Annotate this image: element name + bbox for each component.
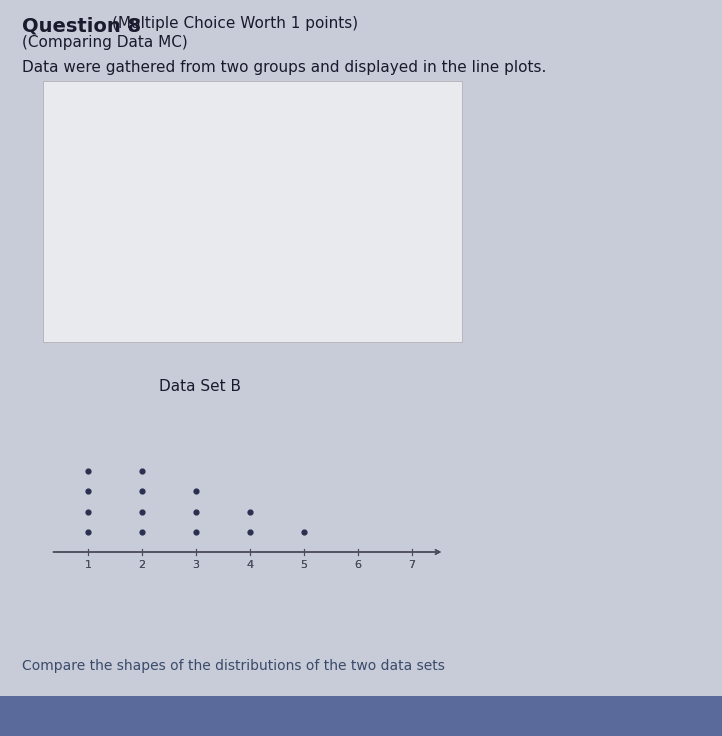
Point [136, 506, 148, 517]
Point [244, 252, 256, 264]
Point [298, 230, 310, 241]
Point [82, 465, 94, 477]
Text: 1: 1 [84, 560, 92, 570]
Text: 3: 3 [193, 560, 199, 570]
Text: 1: 1 [84, 312, 92, 322]
Text: 7: 7 [408, 560, 415, 570]
Point [136, 486, 148, 498]
Text: Data were gathered from two groups and displayed in the line plots.: Data were gathered from two groups and d… [22, 60, 546, 75]
Point [136, 275, 148, 286]
Point [136, 465, 148, 477]
Text: 1: 1 [84, 560, 92, 570]
Point [244, 275, 256, 286]
Text: 2: 2 [139, 560, 146, 570]
Point [136, 526, 148, 537]
Text: 3: 3 [193, 311, 199, 320]
Text: (Comparing Data MC): (Comparing Data MC) [22, 35, 188, 50]
Text: 3: 3 [193, 560, 199, 570]
Point [136, 252, 148, 264]
Point [244, 506, 256, 517]
Text: Compare the shapes of the distributions of the two data sets: Compare the shapes of the distributions … [22, 659, 445, 673]
Text: 4: 4 [246, 560, 253, 570]
Text: 7: 7 [408, 311, 415, 320]
Text: 3: 3 [193, 312, 199, 322]
Point [191, 252, 202, 264]
Point [191, 275, 202, 286]
Text: 1: 1 [84, 311, 92, 320]
Text: 4: 4 [246, 560, 253, 570]
Text: 2: 2 [139, 312, 146, 322]
Text: 6: 6 [355, 311, 361, 320]
Text: 4: 4 [246, 312, 253, 322]
Text: Data Set A: Data Set A [204, 119, 296, 134]
Point [191, 526, 202, 537]
Point [82, 486, 94, 498]
Point [298, 526, 310, 537]
Text: 5: 5 [300, 312, 308, 322]
Point [244, 230, 256, 241]
Text: 2: 2 [139, 311, 146, 320]
Point [191, 230, 202, 241]
Point [82, 506, 94, 517]
Point [352, 275, 364, 286]
Point [352, 252, 364, 264]
Text: Data Set B: Data Set B [159, 379, 241, 394]
Text: 5: 5 [300, 560, 308, 570]
Text: 6: 6 [355, 560, 361, 570]
Text: (Multiple Choice Worth 1 points): (Multiple Choice Worth 1 points) [112, 16, 358, 31]
Text: 5: 5 [300, 560, 308, 570]
Point [82, 526, 94, 537]
Point [191, 506, 202, 517]
Point [191, 486, 202, 498]
Text: 4: 4 [246, 311, 253, 320]
Point [244, 526, 256, 537]
Point [298, 252, 310, 264]
Text: 6: 6 [355, 312, 361, 322]
Text: 7: 7 [408, 312, 415, 322]
Text: 7: 7 [408, 560, 415, 570]
Point [244, 207, 256, 219]
Text: 6: 6 [355, 560, 361, 570]
Point [298, 275, 310, 286]
Text: Question 8: Question 8 [22, 16, 141, 35]
Text: 2: 2 [139, 560, 146, 570]
Text: 5: 5 [300, 311, 308, 320]
